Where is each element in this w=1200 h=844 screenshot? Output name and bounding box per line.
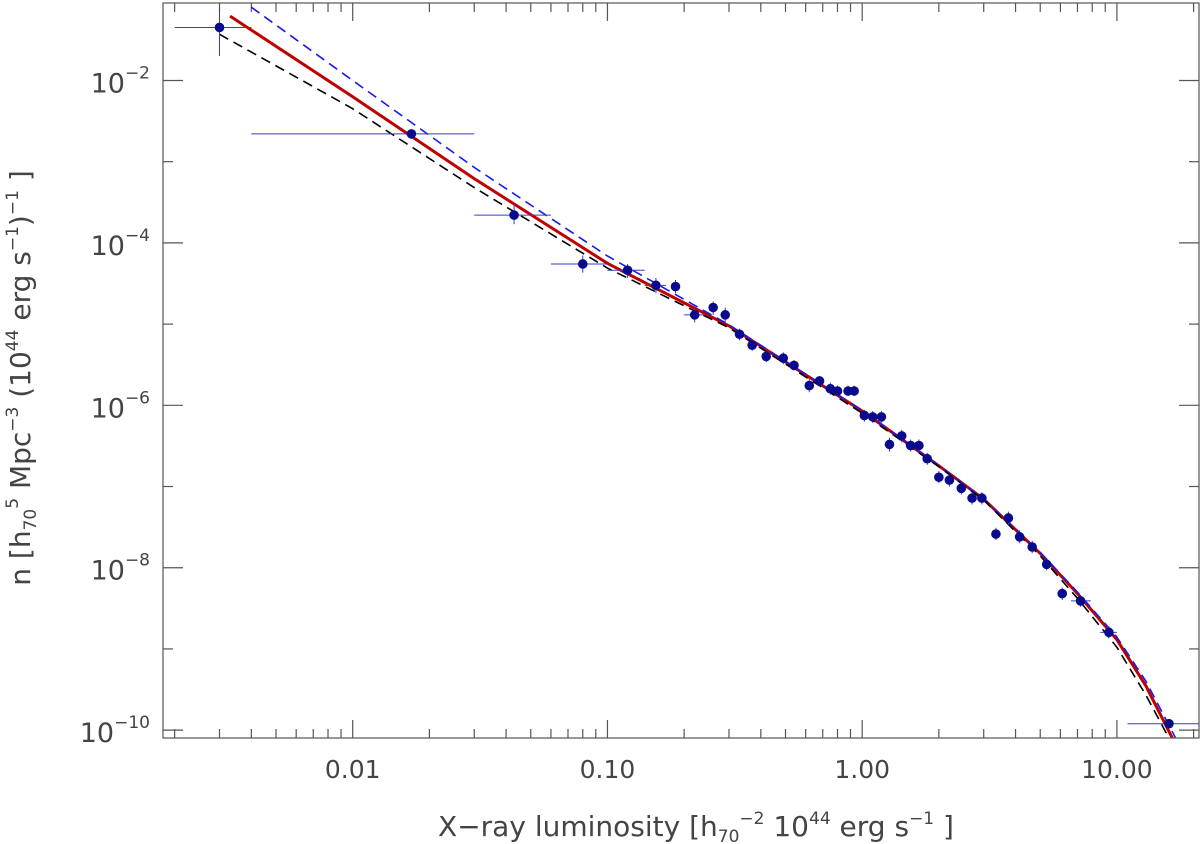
data-point <box>1041 559 1052 570</box>
x-tick-label: 10.00 <box>1081 755 1153 784</box>
data-point <box>1027 542 1038 552</box>
data-point <box>896 431 907 441</box>
data-point <box>689 310 700 320</box>
y-tick-label: 10−4 <box>91 226 150 262</box>
data-point <box>884 439 895 450</box>
data-point <box>944 475 955 485</box>
data-point <box>406 129 417 139</box>
data-point <box>747 340 757 350</box>
data-point <box>778 353 789 364</box>
data-point <box>1164 718 1174 729</box>
data-point <box>876 412 887 422</box>
data-point <box>991 529 1001 539</box>
fit-curve-dashed <box>219 33 1170 739</box>
data-point <box>1075 596 1086 606</box>
data-point <box>977 493 987 503</box>
y-tick-label: 10−6 <box>91 388 150 424</box>
data-point <box>814 376 825 386</box>
data-point <box>761 351 772 362</box>
data-point <box>214 22 225 33</box>
y-axis-label: n [h705 Mpc−3 (1044 erg s−1)−1 ] <box>3 170 41 586</box>
data-point <box>789 360 799 371</box>
data-point <box>622 265 633 276</box>
data-point <box>577 259 588 269</box>
data-point <box>708 302 718 313</box>
data-point <box>804 380 815 391</box>
data-point <box>922 453 933 464</box>
x-tick-label: 0.10 <box>580 755 636 784</box>
data-point <box>670 281 681 292</box>
plot-frame <box>162 2 1200 739</box>
fit-curve-dashed <box>250 6 1177 739</box>
data-point <box>867 412 878 422</box>
data-point <box>934 472 944 483</box>
data-point <box>832 386 843 396</box>
tick-labels: 0.01 0.10 1.00 10.00 10−2 10−4 10−6 10−8 10−10 <box>80 63 1153 784</box>
data-point <box>956 483 967 494</box>
y-tick-label: 10−10 <box>80 713 150 749</box>
data-point <box>859 410 870 421</box>
data-point <box>509 210 519 220</box>
x-tick-label: 0.01 <box>325 755 381 784</box>
data-point <box>651 280 661 291</box>
data-point <box>849 386 859 396</box>
x-tick-label: 1.00 <box>834 755 890 784</box>
y-tick-label: 10−8 <box>91 551 150 587</box>
data-point <box>720 310 731 320</box>
data-point <box>734 329 745 340</box>
y-tick-label: 10−2 <box>91 63 150 99</box>
data-point <box>1057 588 1068 599</box>
data-point <box>1014 532 1025 542</box>
data-point <box>1104 627 1114 638</box>
model-curves <box>219 6 1177 739</box>
x-axis-label: X−ray luminosity [h70−2 1044 erg s−1 ] <box>438 809 954 844</box>
data-point <box>905 440 916 451</box>
data-point <box>967 493 977 503</box>
data-point <box>914 440 924 451</box>
data-points <box>174 7 1199 729</box>
data-point <box>1003 513 1014 523</box>
fit-curve-solid <box>229 14 1174 739</box>
axes-ticks <box>163 3 1199 738</box>
